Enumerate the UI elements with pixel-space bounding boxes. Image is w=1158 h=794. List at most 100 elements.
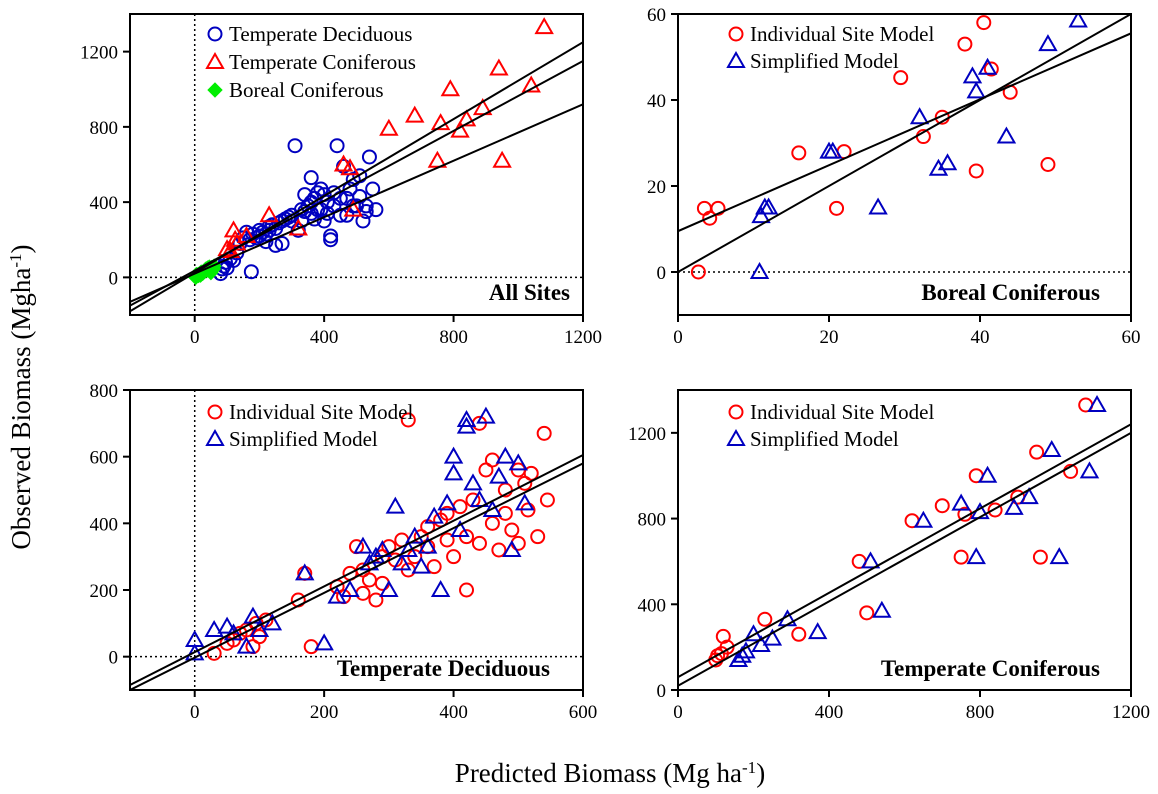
data-point	[484, 515, 500, 531]
data-point	[491, 542, 507, 558]
data-point	[355, 585, 371, 601]
data-point	[450, 519, 470, 537]
data-point	[476, 406, 496, 424]
data-point	[749, 261, 770, 279]
data-point	[440, 79, 461, 97]
data-point	[515, 493, 535, 511]
data-point	[523, 465, 539, 481]
fit-line	[130, 60, 583, 307]
data-point	[762, 628, 783, 646]
data-point	[751, 206, 771, 224]
data-point	[962, 66, 983, 84]
data-point	[510, 535, 526, 551]
data-point	[913, 510, 934, 528]
y-tick-label: 800	[638, 510, 667, 531]
data-point	[1032, 549, 1048, 565]
plot-area	[678, 14, 1131, 280]
legend-label: Boreal Coniferous	[229, 78, 384, 102]
y-axis-title-sup: -1	[6, 253, 25, 267]
legend-label: Simplified Model	[750, 427, 899, 451]
data-point	[508, 453, 529, 471]
legend-label: Individual Site Model	[229, 400, 413, 424]
data-point	[757, 611, 773, 627]
data-point	[303, 170, 319, 186]
y-tick-label: 600	[90, 448, 119, 469]
data-point	[223, 623, 244, 641]
data-point	[1063, 463, 1079, 479]
panel-label: All Sites	[489, 280, 570, 305]
data-point	[983, 61, 999, 77]
data-point	[405, 526, 425, 544]
data-point	[411, 556, 431, 574]
data-point	[446, 549, 462, 565]
data-point	[353, 536, 373, 554]
panel-4: 0 400 800 1200 0 400 800 1200 Individual Site Mo…	[628, 389, 1150, 723]
fit-line	[130, 462, 583, 690]
data-point	[934, 498, 950, 514]
data-point	[1068, 14, 1088, 28]
data-point	[976, 15, 992, 31]
y-tick-label: 200	[90, 581, 119, 602]
data-point	[987, 502, 1003, 518]
data-point	[702, 210, 718, 226]
x-tick-label: 400	[439, 702, 468, 723]
x-tick-label: 200	[310, 702, 339, 723]
data-point	[710, 200, 726, 216]
data-point	[893, 70, 909, 86]
x-axis-title-close: )	[756, 758, 765, 788]
y-tick-label: 0	[109, 268, 119, 289]
data-point	[758, 197, 779, 215]
data-point	[424, 506, 444, 524]
data-point	[471, 535, 487, 551]
data-point	[1040, 157, 1056, 172]
data-point	[966, 547, 986, 565]
data-point	[1049, 547, 1069, 565]
panel-3: 0 200 400 600 0 200 400 600 800 Individual Site M…	[90, 381, 598, 723]
data-point	[355, 213, 371, 229]
x-axis-title-main: Predicted Biomass (Mg ha	[455, 758, 742, 788]
fit-line	[678, 431, 1131, 687]
data-point	[342, 181, 358, 197]
panel-label: Boreal Coniferous	[921, 280, 1100, 305]
data-point	[400, 412, 416, 428]
legend-label: Simplified Model	[750, 49, 899, 73]
x-tick-label: 800	[966, 702, 995, 723]
x-tick-label: 1200	[1112, 702, 1150, 723]
data-point	[456, 416, 477, 434]
series-markers	[708, 397, 1094, 668]
data-point	[1019, 487, 1039, 505]
data-point	[437, 493, 457, 511]
data-point	[469, 489, 490, 507]
data-point	[430, 113, 451, 131]
data-point	[521, 75, 541, 93]
y-tick-label: 1200	[628, 424, 666, 445]
legend-marker	[207, 82, 223, 98]
data-point	[1042, 439, 1062, 457]
data-point	[262, 613, 283, 631]
panel-1: 0 400 800 1200 0 400 800 1200 Temperate Deciduou…	[80, 13, 602, 348]
data-point	[368, 202, 384, 218]
series-markers	[690, 15, 1056, 280]
data-point	[217, 616, 237, 634]
x-tick-label: 800	[439, 327, 468, 348]
data-point	[379, 579, 399, 597]
data-point	[957, 36, 973, 52]
data-point	[977, 57, 998, 75]
data-point	[236, 636, 257, 654]
data-point	[482, 499, 503, 517]
data-point	[860, 551, 881, 569]
data-point	[909, 107, 930, 125]
data-point	[361, 149, 377, 165]
data-point	[392, 553, 412, 571]
y-tick-label: 1200	[80, 43, 118, 64]
data-point	[530, 529, 546, 545]
legend-label: Simplified Model	[229, 427, 378, 451]
data-point	[459, 582, 475, 598]
y-tick-label: 60	[647, 5, 666, 26]
fit-line	[130, 41, 583, 313]
fit-line	[678, 423, 1131, 679]
legend-label: Temperate Coniferous	[229, 50, 416, 74]
data-point	[868, 197, 888, 215]
data-point	[303, 639, 319, 655]
